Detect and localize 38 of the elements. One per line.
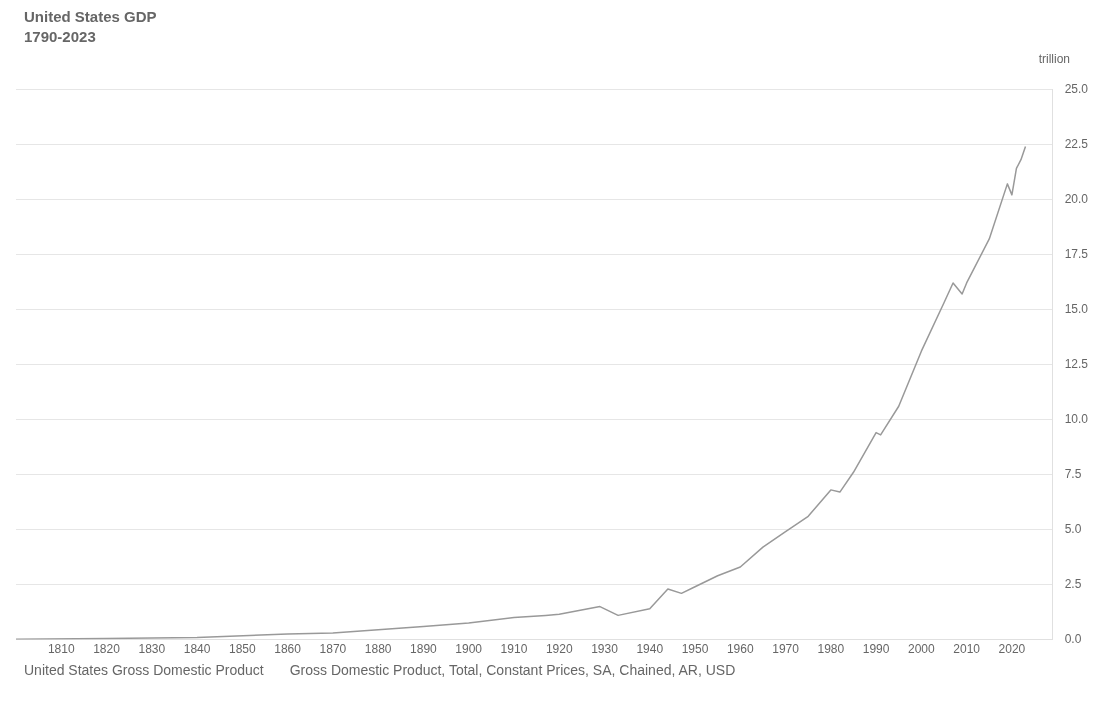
x-tick-label: 1860 — [274, 642, 302, 657]
x-tick-label: 1810 — [47, 642, 75, 657]
y-tick-label: 7.5 — [1064, 466, 1082, 481]
y-tick-label: 0.0 — [1064, 631, 1082, 646]
x-tick-label: 1890 — [410, 642, 438, 657]
y-tick-label: 22.5 — [1064, 136, 1089, 151]
x-tick-label: 1940 — [636, 642, 664, 657]
y-tick-label: 12.5 — [1064, 356, 1089, 371]
x-tick-label: 1960 — [726, 642, 754, 657]
x-tick-label: 1880 — [364, 642, 392, 657]
x-tick-label: 1970 — [772, 642, 800, 657]
x-tick-label: 1870 — [319, 642, 347, 657]
text: Gross Domestic Product, Total, Constant Prices, SA, Chained, AR, USD — [289, 662, 736, 678]
x-tick-label: 1820 — [93, 642, 121, 657]
chart-subtitle: 1790-2023 — [24, 28, 96, 45]
y-axis-title: trillion — [1038, 52, 1070, 66]
x-tick-label: 2020 — [998, 642, 1026, 657]
y-tick-label: 20.0 — [1064, 191, 1089, 206]
x-tick-label: 1900 — [455, 642, 483, 657]
text: United States Gross Domestic Product — [24, 662, 264, 678]
x-tick-label: 1910 — [500, 642, 528, 657]
x-tick-label: 1850 — [228, 642, 257, 657]
y-tick-label: 17.5 — [1064, 246, 1089, 261]
x-tick-label: 1950 — [681, 642, 709, 657]
chart-title: United States GDP — [24, 8, 157, 25]
x-tick-label: 1980 — [817, 642, 845, 657]
x-tick-label: 2010 — [953, 642, 981, 657]
x-tick-label: 1920 — [545, 642, 573, 657]
y-tick-label: 5.0 — [1064, 521, 1082, 536]
x-tick-label: 2000 — [908, 642, 936, 657]
x-tick-label: 1830 — [138, 642, 166, 657]
y-tick-label: 10.0 — [1064, 411, 1089, 426]
x-tick-label: 1930 — [591, 642, 619, 657]
x-tick-label: 1990 — [862, 642, 890, 657]
y-tick-label: 15.0 — [1064, 301, 1089, 316]
y-tick-label: 2.5 — [1064, 576, 1082, 591]
y-tick-label: 25.0 — [1064, 81, 1089, 96]
x-tick-label: 1840 — [183, 642, 211, 657]
